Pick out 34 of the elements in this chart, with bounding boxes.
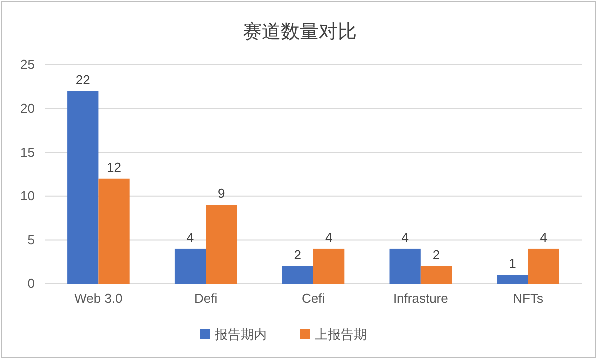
y-tick-label: 0 (28, 276, 35, 292)
data-label: 1 (509, 256, 516, 272)
data-label: 22 (76, 72, 90, 88)
bar (528, 248, 560, 284)
data-label: 12 (107, 160, 122, 175)
bar (314, 248, 345, 284)
bar (497, 275, 528, 284)
data-label: 4 (540, 230, 548, 245)
data-label: 2 (432, 247, 440, 262)
y-tick-label: 15 (20, 144, 35, 160)
bar (174, 248, 206, 284)
x-tick-label: Infrasture (393, 291, 448, 306)
data-label: 4 (186, 230, 194, 245)
bar (420, 266, 452, 284)
y-tick-label: 10 (20, 188, 35, 204)
y-tick-label: 5 (28, 232, 35, 248)
data-label: 2 (294, 247, 302, 262)
bar (98, 178, 130, 284)
legend-label: 报告期内 (214, 327, 267, 342)
y-tick-label: 25 (20, 57, 35, 72)
bar (282, 266, 314, 284)
x-tick-label: Web 3.0 (74, 291, 123, 306)
bar (390, 248, 421, 284)
x-tick-label: Cefi (302, 291, 326, 306)
data-label: 9 (218, 186, 226, 202)
chart-title: 赛道数量对比 (243, 21, 357, 43)
bar (68, 91, 99, 284)
x-tick-label: NFTs (513, 291, 544, 306)
legend-label: 上报告期 (315, 327, 367, 342)
x-tick-label: Defi (194, 291, 218, 306)
bar (206, 205, 238, 284)
y-tick-label: 20 (20, 100, 35, 116)
data-label: 4 (402, 230, 409, 245)
data-label: 4 (325, 230, 333, 245)
